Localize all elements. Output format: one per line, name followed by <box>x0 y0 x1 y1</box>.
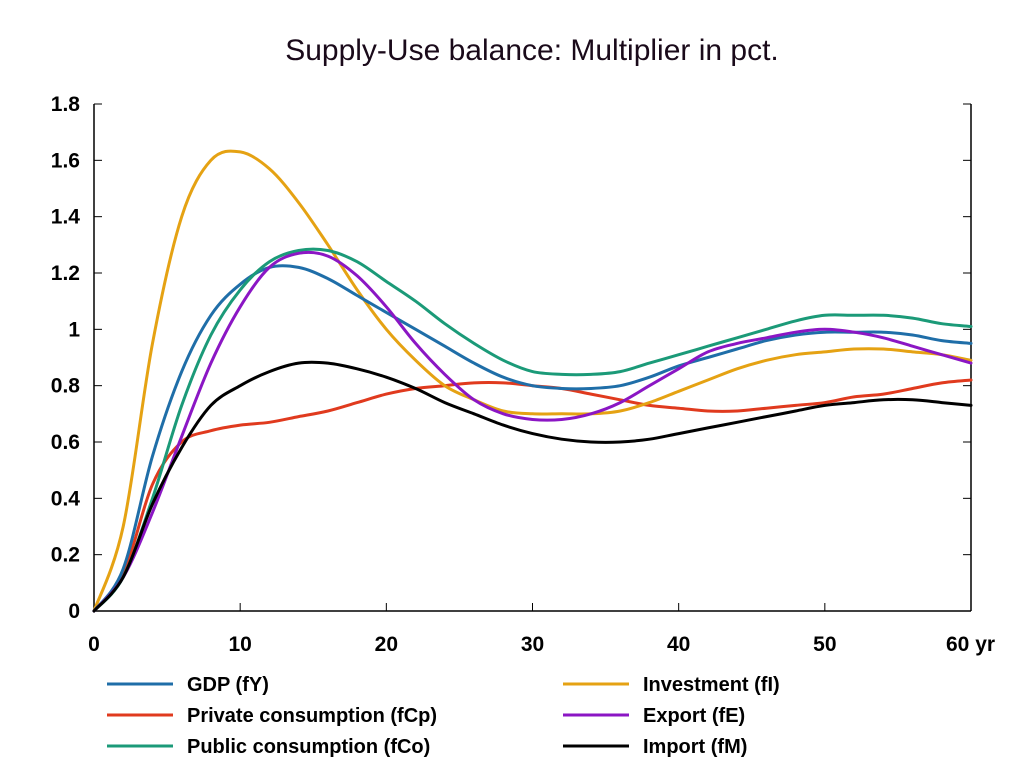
plot-area <box>93 104 972 612</box>
x-axis: 0 10 20 30 40 50 60 yr <box>88 603 995 656</box>
series-line-investment-fi <box>92 149 973 613</box>
legend: GDP (fY) Investment (fI) Private consumpti… <box>107 674 780 758</box>
x-tick-label: 10 <box>228 633 251 656</box>
y-tick-label: 1.2 <box>51 262 80 285</box>
series-line-import-fm <box>92 360 973 613</box>
legend-label-public-consumption-fco: Public consumption (fCo) <box>187 736 430 758</box>
y-tick-label: 1.6 <box>51 149 80 172</box>
y-tick-label: 1 <box>68 318 80 341</box>
legend-label-investment-fi: Investment (fI) <box>643 674 780 696</box>
chart-title: Supply-Use balance: Multiplier in pct. <box>285 34 779 67</box>
legend-label-private-consumption-fcp: Private consumption (fCp) <box>187 705 437 727</box>
y-tick-label: 0.8 <box>51 375 81 398</box>
series-line-public-consumption-fco <box>92 247 973 613</box>
y-tick-label: 0.6 <box>51 431 80 454</box>
x-tick-label: 60 yr <box>946 633 995 656</box>
series-line-gdp-fy <box>92 264 973 613</box>
y-tick-label: 1.4 <box>51 206 81 229</box>
x-tick-label: 30 <box>521 633 544 656</box>
series-line-export-fe <box>92 250 973 613</box>
y-tick-label: 0.4 <box>51 487 81 510</box>
x-tick-label: 0 <box>88 633 100 656</box>
y-tick-label: 0 <box>68 600 80 623</box>
x-tick-label: 50 <box>813 633 836 656</box>
x-tick-label: 40 <box>667 633 690 656</box>
x-tick-label: 20 <box>375 633 398 656</box>
legend-label-export-fe: Export (fE) <box>643 705 745 727</box>
legend-label-import-fm: Import (fM) <box>643 736 747 758</box>
legend-label-gdp-fy: GDP (fY) <box>187 674 269 696</box>
series-lines <box>92 149 973 613</box>
y-tick-label: 1.8 <box>51 93 81 116</box>
y-tick-label: 0.2 <box>51 544 80 567</box>
y-axis: 0 0.2 0.4 0.6 0.8 1 1.2 1.4 1.6 1.8 <box>51 93 971 623</box>
